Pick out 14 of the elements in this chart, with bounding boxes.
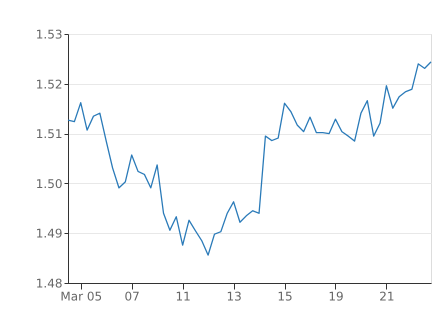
y-tick-label: 1.48 — [36, 276, 62, 290]
y-tick-label: 1.53 — [36, 28, 62, 42]
x-tick-label: 15 — [277, 290, 293, 304]
x-tick-label: 07 — [124, 290, 140, 304]
x-tick-label: 21 — [379, 290, 395, 304]
x-tick-label: 11 — [175, 290, 191, 304]
y-tick-label: 1.51 — [36, 127, 62, 142]
x-tick-label: Mar 05 — [60, 290, 102, 304]
line-series — [67, 61, 432, 256]
x-tick-label: 19 — [328, 290, 344, 304]
y-tick-label: 1.49 — [36, 226, 62, 241]
y-tick-label: 1.52 — [36, 77, 62, 92]
y-tick-label: 1.50 — [36, 176, 62, 191]
x-tick-label: 13 — [226, 290, 242, 304]
